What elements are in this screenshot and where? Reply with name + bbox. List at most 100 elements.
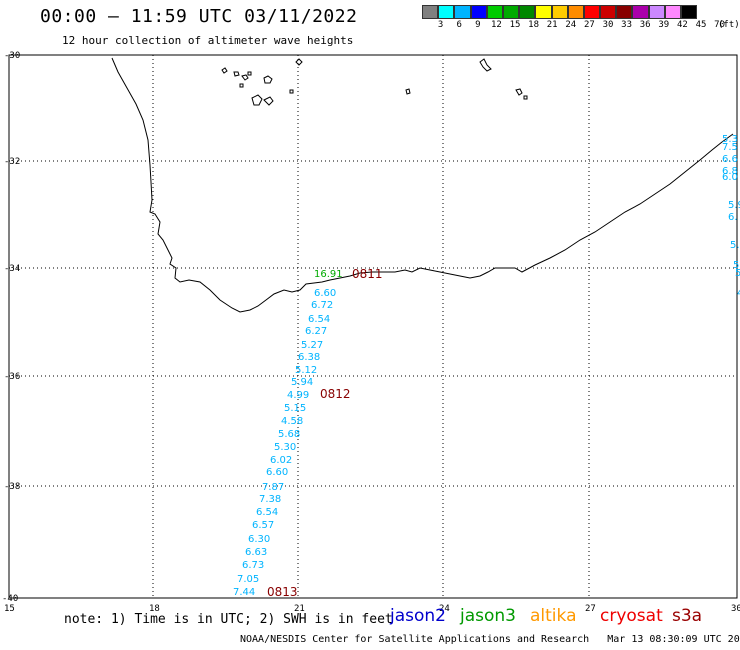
wave-height-label: 5.9 (728, 200, 740, 211)
scale-tick-label: 15 (509, 20, 521, 30)
latitude-label: -36 (4, 372, 20, 382)
wave-height-label: 4 (737, 288, 740, 299)
track-labels: 16.916.606.726.546.275.276.385.125.944.9… (233, 134, 740, 599)
pass-time-label: 0813 (267, 585, 298, 599)
wave-height-label: 7.44 (233, 587, 255, 598)
color-scale (422, 5, 698, 19)
wave-height-label: 7.87 (262, 482, 284, 493)
longitude-label: 24 (439, 604, 450, 614)
wave-height-label: 5 (735, 268, 740, 279)
wave-height-label: 6.6 (722, 154, 738, 165)
legend-item-jason2: jason2 (390, 606, 446, 626)
pass-time-label: 0811 (352, 267, 383, 281)
wave-height-label: 6.73 (242, 560, 264, 571)
wave-height-label: 6.72 (311, 300, 333, 311)
footnote: note: 1) Time is in UTC; 2) SWH is in fe… (64, 612, 393, 627)
scale-swatch (422, 5, 439, 19)
wave-height-label: 5. (730, 240, 740, 251)
scale-unit-label: (ft) (718, 20, 740, 30)
coastline (111, 57, 734, 313)
wave-height-label: 4.58 (281, 416, 303, 427)
latitude-label: -38 (4, 482, 20, 492)
scale-tick-label: 21 (546, 20, 558, 30)
scale-tick-label: 24 (565, 20, 577, 30)
scale-swatch (535, 5, 552, 19)
wave-height-label: 7.38 (259, 494, 281, 505)
wave-height-label: 5.12 (295, 365, 317, 376)
longitude-label: 21 (294, 604, 305, 614)
pass-time-label: 0812 (320, 387, 351, 401)
scale-swatch (648, 5, 665, 19)
scale-tick-label: 30 (602, 20, 614, 30)
scale-swatch (454, 5, 471, 19)
scale-swatch (551, 5, 568, 19)
wave-height-label: 6.02 (270, 455, 292, 466)
scale-swatch (681, 5, 698, 19)
scale-tick-label: 27 (583, 20, 595, 30)
legend-item-altika: altika (530, 606, 577, 626)
wave-height-label: 6.38 (298, 352, 320, 363)
wave-height-label: 5.3 (722, 134, 738, 145)
credit-line: NOAA/NESDIS Center for Satellite Applica… (240, 634, 740, 645)
wave-height-label: 4.99 (287, 390, 309, 401)
latitude-label: -34 (4, 264, 20, 274)
latitude-label: -30 (4, 51, 20, 61)
longitude-label: 27 (585, 604, 596, 614)
legend-item-jason3: jason3 (460, 606, 516, 626)
scale-swatch (632, 5, 649, 19)
latitude-label: -32 (4, 157, 20, 167)
longitude-label: 15 (4, 604, 15, 614)
generated-timestamp: Mar 13 08:30:09 UTC 2022 (607, 634, 740, 645)
scale-swatch (567, 5, 584, 19)
wave-height-label: 16.91 (314, 269, 343, 280)
scale-tick-label: 39 (658, 20, 670, 30)
scale-tick-label: 42 (676, 20, 688, 30)
scale-tick-label: 18 (528, 20, 540, 30)
scale-tick-label: 6 (456, 20, 462, 30)
scale-swatch (438, 5, 455, 19)
scale-swatch (486, 5, 503, 19)
latitude-label: -40 (2, 594, 18, 604)
wave-height-label: 5.27 (301, 340, 323, 351)
wave-height-label: 5.94 (291, 377, 313, 388)
wave-height-label: 5.68 (278, 429, 300, 440)
map-subtitle: 12 hour collection of altimeter wave hei… (62, 34, 354, 47)
wave-height-label: 6.0 (722, 172, 738, 183)
scale-swatch (583, 5, 601, 19)
scale-swatch (664, 5, 681, 19)
scale-tick-label: 12 (490, 20, 502, 30)
scale-swatch (600, 5, 617, 19)
scale-tick-label: 33 (621, 20, 633, 30)
wave-height-label: 5.15 (284, 403, 306, 414)
scale-swatch (616, 5, 633, 19)
wave-height-label: 5.30 (274, 442, 296, 453)
wave-height-label: 5 (733, 260, 739, 271)
agency-credit: NOAA/NESDIS Center for Satellite Applica… (240, 634, 590, 645)
scale-tick-label: 70 (714, 20, 726, 30)
wave-height-label: 6. (728, 212, 738, 223)
map-frame (8, 54, 738, 599)
wave-height-label: 6.60 (266, 467, 288, 478)
legend-item-s3a: s3a (672, 606, 703, 626)
longitude-label: 30 (731, 604, 740, 614)
scale-tick-label: 3 (437, 20, 444, 30)
wave-height-label: 7.5 (722, 142, 738, 153)
wave-height-label: 6.54 (256, 507, 278, 518)
wave-height-label: 6.63 (245, 547, 267, 558)
color-scale-labels: 3 6 9 12 15 18 21 24 27 30 33 36 39 42 45 70 (ft) (422, 20, 740, 34)
scale-swatch (519, 5, 536, 19)
wave-height-label: 6.54 (308, 314, 330, 325)
wave-height-label: 6.57 (252, 520, 274, 531)
wave-height-label: 6.8 (722, 166, 738, 177)
scale-tick-label: 9 (475, 20, 481, 30)
scale-tick-label: 45 (695, 20, 707, 30)
scale-swatch (470, 5, 487, 19)
longitude-label: 18 (149, 604, 160, 614)
map-title: 00:00 – 11:59 UTC 03/11/2022 (40, 6, 358, 27)
wave-height-label: 6.27 (305, 326, 327, 337)
scale-tick-label: 36 (639, 20, 651, 30)
scale-swatch (502, 5, 520, 19)
legend-item-cryosat: cryosat (600, 606, 663, 626)
